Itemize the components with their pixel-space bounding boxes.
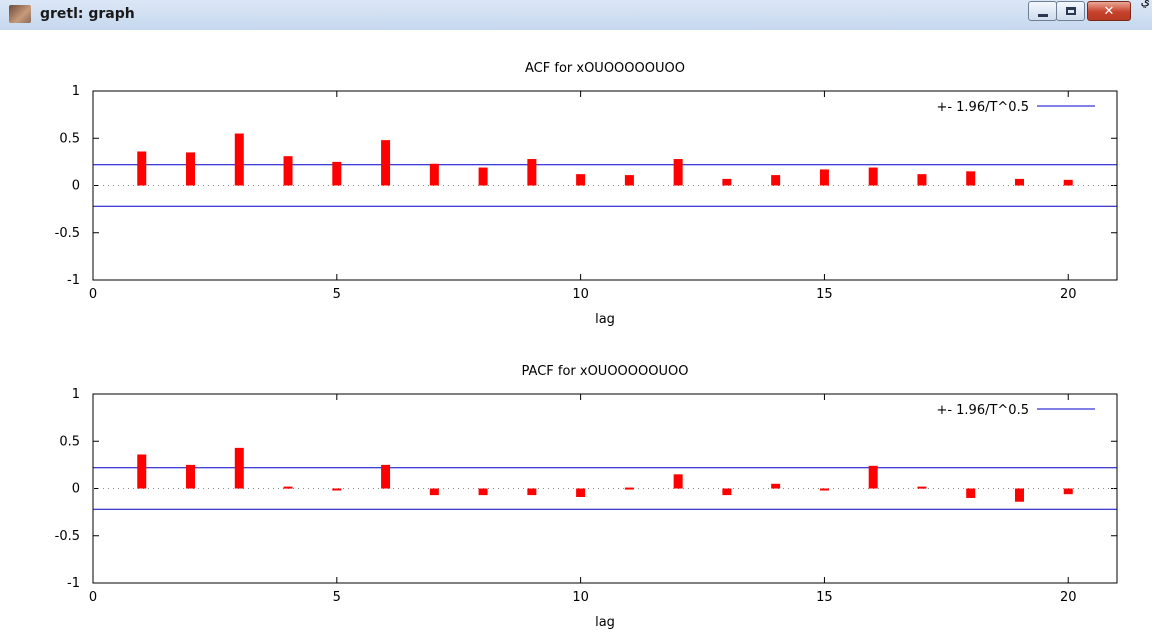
pacf-xtick-label: 5	[333, 590, 341, 605]
pacf-bar-lag-6	[381, 464, 391, 489]
acf-bar-lag-13	[722, 178, 732, 186]
pacf-chart-title: PACF for xOUOOOOOUOO	[522, 364, 689, 379]
corner-text: ي	[1140, 0, 1150, 8]
minimize-icon	[1037, 13, 1048, 17]
acf-bar-lag-14	[771, 175, 781, 186]
pacf-xtick-label: 15	[816, 590, 833, 605]
acf-xaxis-label: lag	[595, 312, 615, 327]
acf-bar-lag-10	[576, 174, 586, 186]
pacf-bar-lag-16	[868, 465, 878, 489]
acf-bar-lag-19	[1014, 178, 1024, 186]
pacf-xaxis-label: lag	[595, 615, 615, 630]
acf-bar-lag-7	[429, 163, 439, 186]
acf-bar-lag-1	[137, 151, 147, 186]
pacf-ytick-label: -1	[67, 576, 80, 591]
pacf-bar-lag-4	[283, 486, 293, 489]
acf-ytick-label: 0.5	[59, 131, 80, 146]
pacf-bar-lag-20	[1063, 488, 1073, 495]
close-button[interactable]: ✕	[1087, 1, 1131, 21]
maximize-icon	[1065, 7, 1076, 15]
close-icon: ✕	[1103, 3, 1115, 19]
app-icon	[9, 5, 31, 23]
pacf-xtick-label: 10	[572, 590, 589, 605]
acf-xtick-label: 20	[1060, 287, 1077, 302]
acf-bar-lag-3	[234, 133, 244, 186]
minimize-button[interactable]	[1028, 1, 1057, 21]
pacf-bar-lag-2	[186, 464, 196, 489]
maximize-button[interactable]	[1056, 1, 1085, 21]
acf-xtick-label: 10	[572, 287, 589, 302]
acf-bar-lag-15	[819, 169, 829, 186]
acf-bar-lag-2	[186, 152, 196, 186]
pacf-bar-lag-3	[234, 447, 244, 489]
acf-xtick-label: 5	[333, 287, 341, 302]
pacf-bar-lag-10	[576, 488, 586, 498]
acf-bar-lag-9	[527, 159, 537, 186]
pacf-bar-lag-18	[966, 488, 976, 498]
acf-bar-lag-20	[1063, 179, 1073, 186]
pacf-ytick-label: 0	[72, 482, 80, 497]
acf-ytick-label: -0.5	[55, 226, 80, 241]
acf-bar-lag-11	[624, 175, 634, 186]
acf-bar-lag-5	[332, 161, 342, 186]
pacf-bar-lag-13	[722, 488, 732, 496]
acf-bar-lag-8	[478, 167, 488, 186]
pacf-xtick-label: 20	[1060, 590, 1077, 605]
pacf-bar-lag-17	[917, 486, 927, 489]
acf-bar-lag-16	[868, 167, 878, 186]
acf-pacf-chart: ACF for xOUOOOOOUOO-1-0.500.510 5 10 15 20la…	[55, 61, 1118, 630]
acf-bar-lag-4	[283, 156, 293, 186]
pacf-bar-lag-5	[332, 488, 342, 491]
pacf-bar-lag-9	[527, 488, 537, 496]
window-title: gretl: graph	[40, 6, 135, 22]
acf-bar-lag-12	[673, 159, 683, 186]
acf-legend-label: +- 1.96/T^0.5	[936, 100, 1029, 115]
acf-bar-lag-17	[917, 174, 927, 186]
acf-xtick-label: 0	[89, 287, 97, 302]
window-titlebar: gretl: graph ي ✕	[0, 0, 1152, 30]
pacf-bar-lag-11	[624, 487, 634, 490]
acf-bar-lag-18	[966, 171, 976, 186]
acf-xtick-label: 15	[816, 287, 833, 302]
pacf-ytick-label: -0.5	[55, 529, 80, 544]
pacf-bar-lag-14	[771, 483, 781, 489]
pacf-legend-label: +- 1.96/T^0.5	[936, 403, 1029, 418]
pacf-bar-lag-15	[819, 488, 829, 491]
pacf-bar-lag-7	[429, 488, 439, 496]
pacf-ytick-label: 1	[72, 387, 80, 402]
pacf-bar-lag-8	[478, 488, 488, 496]
acf-bar-lag-6	[381, 140, 391, 186]
acf-chart-title: ACF for xOUOOOOOUOO	[525, 61, 685, 76]
acf-ytick-label: 1	[72, 84, 80, 99]
acf-ytick-label: 0	[72, 179, 80, 194]
pacf-bar-lag-1	[137, 454, 147, 489]
pacf-xtick-label: 0	[89, 590, 97, 605]
acf-ytick-label: -1	[67, 273, 80, 288]
pacf-ytick-label: 0.5	[59, 434, 80, 449]
pacf-bar-lag-12	[673, 474, 683, 489]
pacf-bar-lag-19	[1014, 488, 1024, 502]
